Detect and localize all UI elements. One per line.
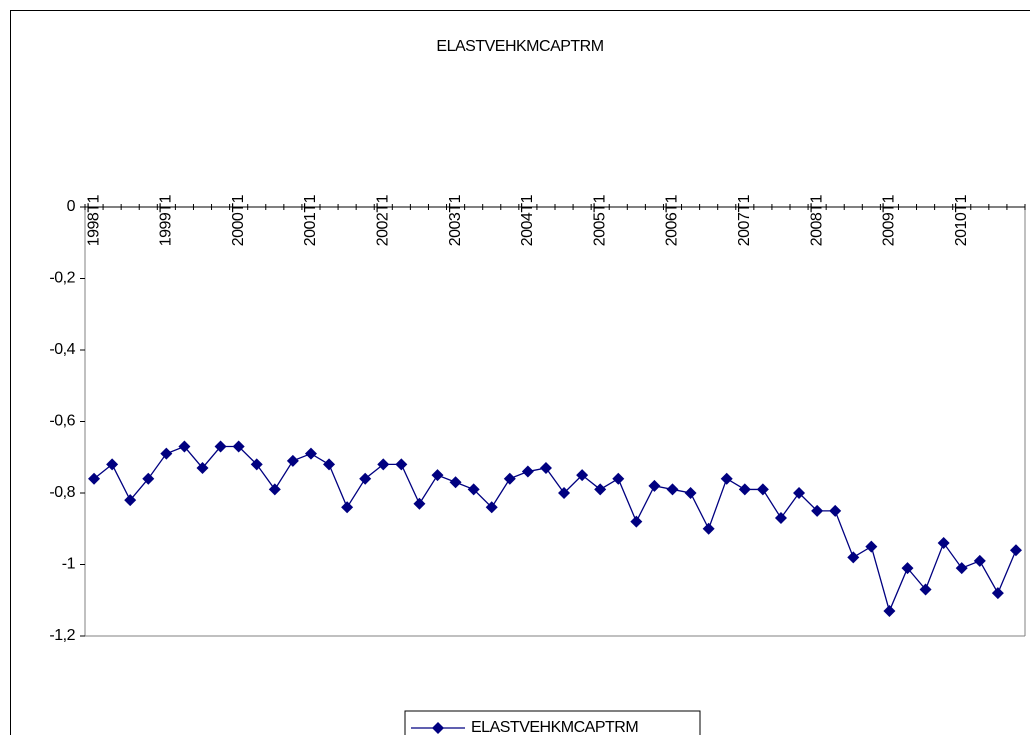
data-point bbox=[160, 447, 173, 460]
x-tick-label: 2001T1 bbox=[302, 194, 319, 246]
data-point bbox=[359, 472, 372, 485]
data-point bbox=[865, 540, 878, 553]
data-point bbox=[503, 472, 516, 485]
data-point bbox=[774, 512, 787, 525]
x-tick-label: 2006T1 bbox=[664, 194, 681, 246]
y-tick-label: -1,2 bbox=[49, 627, 75, 644]
x-tick-label: 2000T1 bbox=[230, 194, 247, 246]
data-point bbox=[901, 562, 914, 575]
data-point bbox=[702, 522, 715, 535]
x-tick-label: 2004T1 bbox=[519, 194, 536, 246]
data-point bbox=[612, 472, 625, 485]
data-point bbox=[558, 487, 571, 499]
data-point bbox=[377, 458, 390, 471]
x-tick-label: 2005T1 bbox=[591, 194, 608, 246]
data-point bbox=[449, 476, 462, 489]
x-tick-label: 2002T1 bbox=[374, 194, 391, 246]
data-point bbox=[106, 458, 119, 471]
data-point bbox=[937, 537, 950, 550]
data-point bbox=[250, 458, 263, 471]
data-point bbox=[539, 461, 552, 474]
data-point bbox=[413, 497, 426, 510]
x-tick-label: 2008T1 bbox=[808, 194, 825, 246]
data-point bbox=[576, 469, 589, 482]
data-point bbox=[1009, 544, 1022, 557]
data-point bbox=[919, 583, 932, 596]
data-point bbox=[847, 551, 860, 564]
chart-frame bbox=[10, 10, 1030, 735]
data-point bbox=[756, 483, 769, 496]
data-point bbox=[142, 472, 155, 485]
y-tick-label: -0,8 bbox=[49, 484, 75, 501]
legend-marker bbox=[432, 722, 444, 734]
legend-label: ELASTVEHKMCAPTRM bbox=[471, 719, 638, 735]
data-point bbox=[738, 483, 751, 496]
data-point bbox=[431, 469, 444, 482]
data-point bbox=[88, 472, 101, 485]
data-point bbox=[304, 447, 317, 460]
data-point bbox=[648, 479, 661, 492]
series-line bbox=[93, 445, 1017, 613]
data-point bbox=[268, 483, 281, 496]
legend-box bbox=[404, 710, 701, 735]
y-tick-label: -0,4 bbox=[49, 341, 75, 358]
x-tick-label: 2003T1 bbox=[447, 194, 464, 246]
data-point bbox=[485, 501, 498, 514]
x-tick-label: 2010T1 bbox=[953, 194, 970, 246]
data-point bbox=[793, 487, 806, 499]
x-tick-label: 1999T1 bbox=[158, 194, 175, 246]
data-point bbox=[178, 440, 191, 453]
data-point bbox=[973, 554, 986, 567]
y-tick-label: 0 bbox=[67, 198, 76, 215]
data-point bbox=[286, 454, 299, 467]
data-point bbox=[720, 472, 733, 485]
x-tick-label: 2009T1 bbox=[881, 194, 898, 246]
data-point bbox=[521, 465, 534, 478]
data-point bbox=[341, 501, 354, 514]
data-point bbox=[124, 494, 137, 507]
data-point bbox=[666, 483, 679, 496]
y-tick-label: -1 bbox=[62, 556, 76, 573]
y-tick-label: -0,2 bbox=[49, 270, 75, 287]
data-point bbox=[829, 504, 842, 517]
data-point bbox=[991, 587, 1004, 600]
x-tick-label: 1998T1 bbox=[85, 194, 102, 246]
data-point bbox=[214, 440, 227, 453]
x-tick-label: 2007T1 bbox=[736, 194, 753, 246]
data-point bbox=[594, 483, 607, 496]
data-point bbox=[232, 440, 245, 453]
data-point bbox=[467, 483, 480, 496]
data-point bbox=[955, 562, 968, 575]
chart-title: ELASTVEHKMCAPTRM bbox=[436, 38, 603, 55]
y-tick-label: -0,6 bbox=[49, 413, 75, 430]
data-point bbox=[323, 458, 336, 471]
data-point bbox=[630, 515, 643, 528]
data-point bbox=[395, 458, 408, 471]
data-point bbox=[811, 504, 824, 517]
data-point bbox=[883, 604, 896, 617]
data-point bbox=[196, 461, 209, 474]
data-point bbox=[684, 487, 697, 499]
